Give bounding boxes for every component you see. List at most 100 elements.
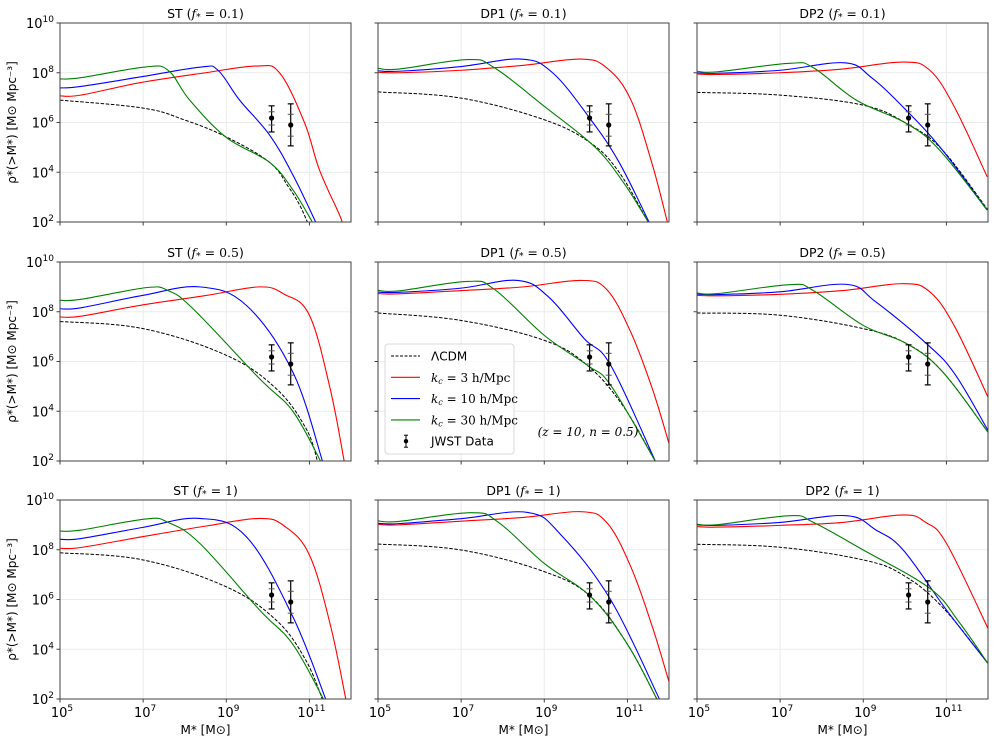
data-marker [905, 592, 912, 598]
jwst-data-point [586, 582, 593, 610]
series-kc10 [60, 517, 327, 699]
data-marker [586, 354, 593, 360]
series-lcdm [697, 543, 988, 664]
panel-dp1-f0_5: DP1 (f* = 0.5) ΛCDM kc = 3 h/Mpc kc = 10 h/… [374, 245, 670, 465]
data-marker [606, 599, 612, 605]
y-axis-label: ρ*(>M*) [M⊙ Mpc⁻³] [5, 538, 19, 661]
series-kc10 [697, 62, 988, 211]
panel-title: ST (f* = 0.5) [167, 245, 244, 262]
panel-title: ST (f* = 1) [173, 483, 238, 500]
y-tick-label: 108 [32, 65, 55, 82]
series-group [60, 286, 345, 461]
data-marker [586, 592, 593, 598]
data-marker [268, 592, 275, 598]
jwst-data-point [605, 103, 612, 147]
jwst-data-point [924, 103, 931, 147]
panel-dp1-f1: DP1 (f* = 1) 105 107 109 1011 M* [M⊙] [369, 483, 670, 737]
legend-label: ΛCDM [431, 350, 467, 364]
legend-label: kc = 30 h/Mpc [431, 413, 518, 428]
x-axis-label: M* [M⊙] [499, 723, 549, 737]
series-kc30 [60, 286, 322, 461]
x-tick-label: 1011 [934, 704, 962, 721]
jwst-data-point [268, 105, 275, 133]
data-marker [288, 599, 294, 605]
jwst-data-point [905, 344, 912, 372]
data-marker [606, 361, 612, 367]
legend-item-lcdm: ΛCDM [391, 350, 467, 364]
x-tick-label: 107 [452, 704, 474, 721]
series-kc3 [378, 511, 669, 682]
jwst-data-point [287, 580, 294, 624]
y-tick-label: 102 [32, 691, 54, 708]
y-tick-label: 104 [32, 403, 55, 420]
series-kc30 [60, 65, 313, 222]
series-kc10 [60, 286, 323, 461]
jwst-data-point [586, 105, 593, 133]
series-kc3 [697, 61, 988, 177]
series-lcdm [378, 543, 658, 699]
x-tick-label: 1011 [615, 704, 643, 721]
data-marker [288, 361, 294, 367]
series-lcdm [60, 99, 308, 222]
jwst-data-point [605, 342, 612, 386]
x-tick-label: 1011 [297, 704, 325, 721]
panel-title: ST (f* = 0.1) [167, 6, 244, 23]
series-lcdm [60, 552, 323, 699]
series-kc3 [60, 64, 343, 222]
panel-st-f0_5: ST (f* = 0.5) 102 104 106 108 1010 ρ*(>M*) [M⊙… [5, 245, 352, 470]
jwst-data-point [924, 342, 931, 386]
legend-label: JWST Data [430, 435, 494, 449]
series-kc10 [378, 58, 650, 222]
series-group [378, 511, 669, 699]
legend-label: kc = 10 h/Mpc [431, 392, 518, 407]
panel-title: DP2 (f* = 0.1) [799, 6, 885, 23]
series-lcdm [697, 91, 988, 211]
legend-box [384, 343, 515, 455]
series-kc3 [60, 286, 345, 461]
panel-dp2-f0_1: DP2 (f* = 0.1) [693, 6, 989, 226]
jwst-data-point [905, 105, 912, 133]
y-tick-label: 106 [32, 592, 55, 609]
panel-title: DP1 (f* = 0.5) [480, 245, 566, 262]
legend-item-kc10: kc = 10 h/Mpc [391, 392, 518, 407]
y-axis-label: ρ*(>M*) [M⊙ Mpc⁻³] [5, 300, 19, 423]
series-lcdm [697, 312, 988, 433]
legend-item-kc3: kc = 3 h/Mpc [391, 371, 511, 386]
panel-dp2-f1: DP2 (f* = 1) 105 107 109 1011 M* [M⊙] [688, 483, 989, 737]
panel-dp2-f0_5: DP2 (f* = 0.5) [693, 245, 989, 465]
series-group [697, 61, 988, 211]
series-lcdm [378, 91, 649, 222]
series-kc30 [697, 515, 988, 664]
series-kc30 [60, 517, 325, 699]
series-kc30 [697, 283, 988, 433]
data-marker [586, 115, 593, 121]
x-tick-label: 107 [134, 704, 156, 721]
x-tick-label: 109 [854, 704, 877, 721]
x-tick-label: 109 [535, 704, 558, 721]
legend-label: kc = 3 h/Mpc [431, 371, 511, 386]
legend: ΛCDM kc = 3 h/Mpc kc = 10 h/Mpc kc = 30 h/M… [384, 343, 518, 455]
panel-st-f0_1: ST (f* = 0.1) 102 104 106 108 1010 ρ*(>M*) [M⊙… [5, 6, 352, 231]
x-tick-label: 105 [688, 704, 710, 721]
panel-dp1-f0_1: DP1 (f* = 0.1) [374, 6, 670, 226]
series-group [378, 58, 668, 222]
panel-st-f1: ST (f* = 1) 102 104 106 108 1010 ρ*(>M*) [M⊙ M… [5, 483, 352, 737]
series-group [697, 514, 988, 664]
series-kc30 [378, 58, 649, 222]
jwst-data-point [586, 344, 593, 372]
data-marker [905, 354, 912, 360]
series-kc3 [378, 58, 668, 222]
y-tick-label: 106 [32, 354, 55, 371]
panel-title: DP2 (f* = 0.5) [799, 245, 885, 262]
x-axis-label: M* [M⊙] [181, 723, 231, 737]
series-kc10 [378, 511, 660, 699]
panel-title: DP1 (f* = 1) [486, 483, 560, 500]
y-tick-label: 102 [32, 214, 54, 231]
series-lcdm [60, 320, 318, 461]
legend-marker [403, 439, 409, 444]
y-tick-label: 1010 [26, 492, 54, 509]
legend-item-kc30: kc = 30 h/Mpc [391, 413, 518, 428]
y-tick-label: 108 [32, 542, 55, 559]
series-kc30 [697, 62, 988, 211]
series-kc10 [697, 514, 988, 664]
